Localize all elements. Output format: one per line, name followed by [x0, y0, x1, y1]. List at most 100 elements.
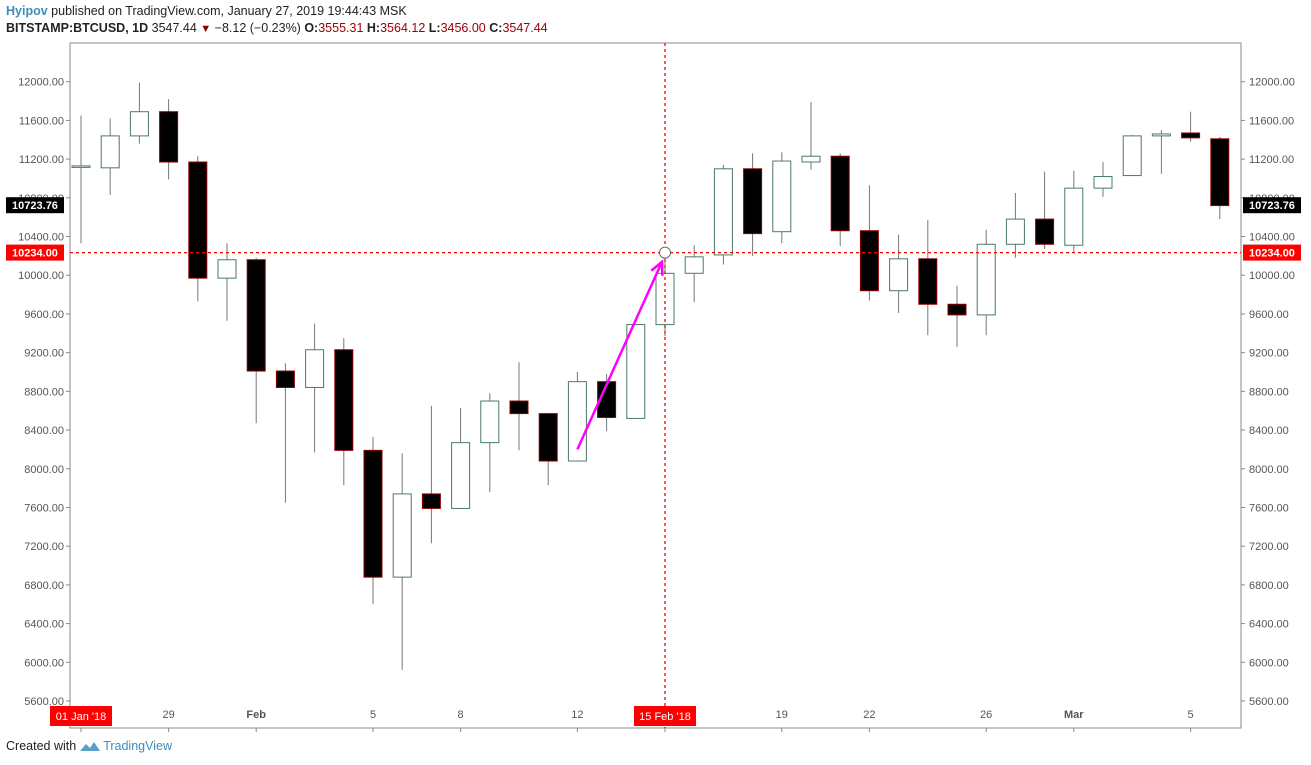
candle-body	[1035, 218, 1055, 245]
candle-body	[830, 155, 850, 232]
y-tick-label-right: 6400.00	[1249, 619, 1289, 631]
low-value: 3456.00	[440, 21, 486, 35]
candle-down[interactable]	[159, 99, 179, 180]
tradingview-cloud-icon	[80, 742, 101, 751]
candle-down[interactable]	[275, 363, 295, 503]
y-tick-label-right: 6000.00	[1249, 657, 1289, 669]
candle-body	[305, 349, 325, 388]
x-tick-label: 26	[980, 709, 992, 721]
candle-up[interactable]	[71, 115, 91, 244]
candle-up[interactable]	[305, 323, 325, 453]
y-tick-label-right: 10400.00	[1249, 232, 1295, 244]
candle-up[interactable]	[129, 82, 149, 144]
tradingview-logo[interactable]: TradingView	[79, 739, 172, 753]
candle-down[interactable]	[1035, 171, 1055, 250]
y-tick-label-left: 7200.00	[24, 541, 64, 553]
y-tick-label-right: 11600.00	[1249, 115, 1294, 127]
candle-up[interactable]	[801, 102, 821, 170]
candle-body	[275, 370, 295, 388]
candle-body	[801, 155, 821, 163]
y-tick-label-left: 9600.00	[24, 309, 64, 321]
y-tick-label-left: 6000.00	[24, 657, 64, 669]
candle-down[interactable]	[509, 362, 529, 451]
y-tick-label-right: 12000.00	[1249, 77, 1295, 89]
candle-up[interactable]	[626, 324, 646, 419]
candle-down[interactable]	[334, 338, 354, 486]
crosshair-price-tag-text: 10234.00	[1249, 248, 1295, 260]
candle-body	[421, 493, 441, 509]
candle-body	[1093, 176, 1113, 189]
candle-up[interactable]	[480, 393, 500, 492]
x-tick-label: Feb	[246, 709, 266, 721]
candle-up[interactable]	[684, 245, 704, 303]
candle-body	[246, 259, 266, 372]
trend-arrow-line[interactable]	[576, 261, 664, 450]
candle-up[interactable]	[217, 243, 237, 321]
candle-up[interactable]	[1151, 130, 1171, 174]
crosshair-price-tag-text: 10234.00	[12, 248, 58, 260]
y-tick-label-right: 8400.00	[1249, 425, 1289, 437]
y-tick-label-left: 12000.00	[18, 77, 64, 89]
candle-up[interactable]	[976, 229, 996, 336]
y-tick-label-left: 10000.00	[18, 270, 64, 282]
y-tick-label-right: 11200.00	[1249, 154, 1294, 166]
candle-up[interactable]	[100, 118, 120, 195]
candle-down[interactable]	[743, 153, 763, 256]
candle-up[interactable]	[713, 164, 733, 265]
candle-up[interactable]	[392, 453, 412, 671]
published-text: published on TradingView.com, January 27…	[51, 4, 407, 18]
open-value: 3555.31	[318, 21, 364, 35]
candle-body	[713, 168, 733, 256]
candle-up[interactable]	[772, 152, 792, 244]
candle-body	[947, 303, 967, 316]
footer: Created with TradingView	[6, 739, 172, 753]
candle-up[interactable]	[1093, 162, 1113, 197]
close-value: 3547.44	[502, 21, 548, 35]
candle-down[interactable]	[1181, 111, 1201, 142]
y-tick-label-left: 6400.00	[24, 619, 64, 631]
candle-down[interactable]	[421, 405, 441, 544]
candle-body	[1210, 138, 1230, 207]
candle-body	[684, 256, 704, 274]
candle-body	[1122, 135, 1142, 177]
symbol-info: BITSTAMP:BTCUSD, 1D 3547.44 ▼ −8.12 (−0.…	[6, 21, 548, 35]
candle-body	[538, 413, 558, 462]
brand-name: TradingView	[103, 739, 172, 753]
high-label: H:	[366, 21, 381, 35]
candle-up[interactable]	[1005, 192, 1025, 258]
candle-down[interactable]	[947, 285, 967, 347]
candle-down[interactable]	[830, 153, 850, 247]
y-tick-label-left: 11200.00	[19, 154, 64, 166]
close-label: C:	[489, 21, 503, 35]
y-tick-label-left: 11600.00	[19, 115, 64, 127]
x-highlight-label: 01 Jan '18	[56, 711, 106, 723]
y-tick-label-right: 7600.00	[1249, 502, 1289, 514]
last-price-value: 3547.44	[151, 21, 197, 35]
candle-body	[655, 272, 675, 326]
candle-up[interactable]	[1064, 170, 1084, 253]
candle-down[interactable]	[363, 436, 383, 605]
candle-down[interactable]	[188, 156, 208, 302]
candle-body	[859, 230, 879, 292]
high-value: 3564.12	[380, 21, 426, 35]
last-price-tag-left	[6, 197, 64, 214]
y-tick-label-right: 9600.00	[1249, 309, 1289, 321]
candle-down[interactable]	[859, 185, 879, 301]
candle-down[interactable]	[246, 257, 266, 424]
candle-body	[480, 400, 500, 444]
candle-down[interactable]	[1210, 136, 1230, 220]
candle-up[interactable]	[1122, 134, 1142, 177]
candle-down[interactable]	[538, 413, 558, 486]
y-tick-label-right: 8000.00	[1249, 464, 1289, 476]
plot-area[interactable]	[69, 42, 1242, 729]
x-tick-label: 8	[458, 709, 464, 721]
crosshair-price-tag-right	[1243, 244, 1301, 261]
candle-down[interactable]	[918, 220, 938, 336]
candle-body	[100, 135, 120, 169]
candle-body	[71, 165, 91, 168]
candle-up[interactable]	[451, 407, 471, 509]
candle-up[interactable]	[889, 234, 909, 313]
candle-body	[363, 449, 383, 578]
author-name[interactable]: Hyipov	[6, 4, 48, 18]
